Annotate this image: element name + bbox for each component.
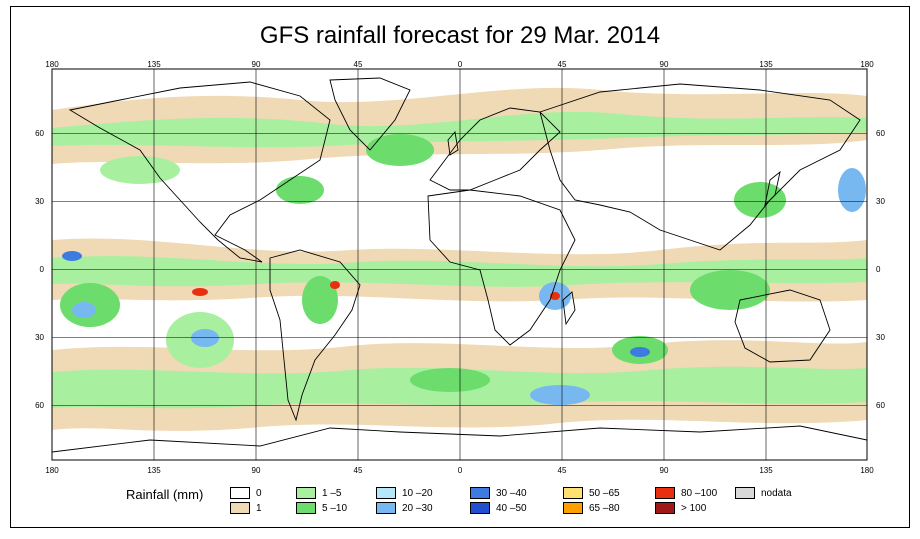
lat-label: 60	[35, 129, 44, 138]
lon-label: 135	[759, 466, 773, 475]
map-area	[52, 69, 867, 460]
rain-cell	[530, 385, 590, 405]
lon-label: 45	[354, 466, 363, 475]
madagascar-outline	[562, 291, 576, 326]
australia-outline	[734, 289, 831, 363]
rain-cell	[410, 368, 490, 392]
lon-label: 90	[252, 60, 261, 69]
lat-label: 60	[35, 401, 44, 410]
lat-label: 30	[35, 333, 44, 342]
lat-label: 30	[876, 197, 885, 206]
lon-label: 90	[660, 466, 669, 475]
rain-cell	[100, 156, 180, 184]
lon-label: 45	[558, 466, 567, 475]
greenland-outline	[329, 77, 411, 151]
lon-labels-top: 180 135 90 45 0 45 90 135 180	[45, 60, 874, 69]
lat-label: 0	[876, 265, 881, 274]
lat-label: 0	[40, 265, 45, 274]
lon-label: 135	[147, 60, 161, 69]
rain-cell	[366, 134, 434, 166]
rain-cell	[550, 292, 560, 300]
lon-label: 180	[860, 60, 874, 69]
rain-cell	[191, 329, 219, 347]
lat-label: 30	[35, 197, 44, 206]
lon-label: 135	[147, 466, 161, 475]
rain-cell	[62, 251, 82, 261]
uk-outline	[447, 130, 459, 156]
north-america-outline	[68, 81, 331, 263]
lon-label: 90	[252, 466, 261, 475]
japan-outline	[764, 170, 781, 207]
map-border	[51, 68, 868, 461]
rain-cell	[192, 288, 208, 296]
lat-labels-left: 60 30 0 30 60	[35, 129, 44, 410]
lat-label: 60	[876, 401, 885, 410]
lon-label: 45	[558, 60, 567, 69]
antarctica-outline	[52, 425, 867, 453]
rain-cell	[276, 176, 324, 204]
lon-label: 90	[660, 60, 669, 69]
figure-frame	[10, 6, 910, 528]
lat-label: 30	[876, 333, 885, 342]
lon-label: 0	[458, 466, 463, 475]
lon-label: 180	[45, 466, 59, 475]
rain-cell	[330, 281, 340, 289]
rain-cell	[734, 182, 786, 218]
rain-cell	[630, 347, 650, 357]
graticule	[52, 69, 867, 460]
lon-label: 0	[458, 60, 463, 69]
rain-cell	[838, 168, 866, 212]
map-title: GFS rainfall forecast for 29 Mar. 2014	[259, 22, 661, 49]
rain-cell	[302, 276, 338, 324]
lon-label: 135	[759, 60, 773, 69]
asia-outline	[539, 83, 861, 251]
south-america-outline	[269, 249, 361, 422]
lon-label: 45	[354, 60, 363, 69]
lon-label: 180	[45, 60, 59, 69]
rain-cell	[72, 302, 96, 318]
rain-cell	[690, 270, 770, 310]
lon-label: 180	[860, 466, 874, 475]
lon-labels-bottom: 180 135 90 45 0 45 90 135 180	[45, 466, 874, 475]
lat-labels-right: 60 30 0 30 60	[876, 129, 885, 410]
lat-label: 60	[876, 129, 885, 138]
